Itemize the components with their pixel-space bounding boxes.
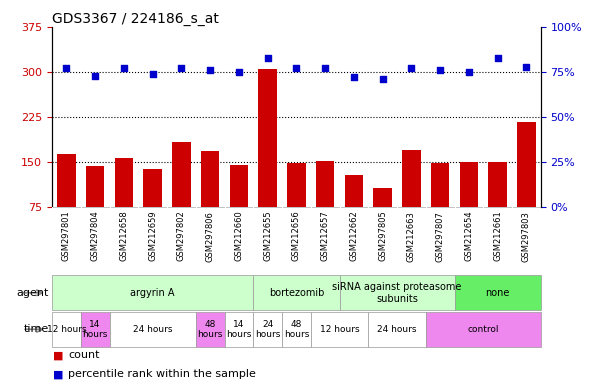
Bar <box>454 275 541 310</box>
Bar <box>258 69 277 207</box>
Bar <box>81 312 109 347</box>
Bar <box>374 187 392 207</box>
Text: 48
hours: 48 hours <box>284 319 309 339</box>
Bar <box>254 312 282 347</box>
Bar <box>225 312 254 347</box>
Bar <box>517 122 535 207</box>
Text: 24 hours: 24 hours <box>377 325 417 334</box>
Text: GSM297802: GSM297802 <box>177 211 186 262</box>
Text: none: none <box>485 288 510 298</box>
Text: GSM297805: GSM297805 <box>378 211 387 262</box>
Text: GSM297803: GSM297803 <box>522 211 531 262</box>
Point <box>407 65 416 71</box>
Point <box>522 63 531 70</box>
Text: GSM212654: GSM212654 <box>465 211 473 262</box>
Text: GSM212662: GSM212662 <box>349 211 358 262</box>
Text: agent: agent <box>17 288 49 298</box>
Text: GSM212661: GSM212661 <box>493 211 502 262</box>
Bar <box>311 312 368 347</box>
Text: 12 hours: 12 hours <box>320 325 359 334</box>
Text: GSM297804: GSM297804 <box>90 211 100 262</box>
Bar <box>57 154 76 207</box>
Bar <box>316 161 335 207</box>
Bar <box>201 151 219 207</box>
Point <box>177 65 186 71</box>
Bar <box>402 150 421 207</box>
Bar <box>282 312 311 347</box>
Bar <box>460 162 478 207</box>
Point <box>206 67 215 73</box>
Point <box>436 67 445 73</box>
Text: GSM212657: GSM212657 <box>321 211 330 262</box>
Text: 14
hours: 14 hours <box>226 319 252 339</box>
Point <box>378 76 387 82</box>
Point <box>90 73 100 79</box>
Bar <box>52 312 81 347</box>
Text: 48
hours: 48 hours <box>197 319 223 339</box>
Text: GSM212659: GSM212659 <box>148 211 157 262</box>
Point <box>234 69 243 75</box>
Point <box>61 65 71 71</box>
Bar <box>368 312 426 347</box>
Bar <box>345 175 363 207</box>
Text: percentile rank within the sample: percentile rank within the sample <box>68 369 256 379</box>
Bar <box>431 164 450 207</box>
Bar <box>115 158 133 207</box>
Point <box>263 55 272 61</box>
Text: GSM212658: GSM212658 <box>119 211 128 262</box>
Text: GSM297807: GSM297807 <box>436 211 444 262</box>
Bar <box>52 275 254 310</box>
Bar <box>287 164 306 207</box>
Text: 14
hours: 14 hours <box>83 319 108 339</box>
Text: 24 hours: 24 hours <box>133 325 173 334</box>
Point <box>119 65 129 71</box>
Text: siRNA against proteasome
subunits: siRNA against proteasome subunits <box>332 282 462 304</box>
Text: ■: ■ <box>53 350 64 360</box>
Point <box>464 69 473 75</box>
Bar <box>229 165 248 207</box>
Text: GSM212663: GSM212663 <box>407 211 416 262</box>
Text: 12 hours: 12 hours <box>47 325 86 334</box>
Bar <box>196 312 225 347</box>
Bar <box>143 169 162 207</box>
Text: GSM297806: GSM297806 <box>206 211 215 262</box>
Text: count: count <box>68 350 99 360</box>
Point <box>291 65 301 71</box>
Text: time: time <box>24 324 49 334</box>
Point <box>349 74 359 81</box>
Text: control: control <box>467 325 499 334</box>
Point <box>493 55 502 61</box>
Point <box>320 65 330 71</box>
Text: ■: ■ <box>53 369 64 379</box>
Text: 24
hours: 24 hours <box>255 319 280 339</box>
Text: argyrin A: argyrin A <box>131 288 175 298</box>
Bar <box>172 142 191 207</box>
Text: GSM212656: GSM212656 <box>292 211 301 262</box>
Text: GDS3367 / 224186_s_at: GDS3367 / 224186_s_at <box>52 12 219 26</box>
Bar <box>86 166 105 207</box>
Bar <box>488 162 507 207</box>
Bar <box>254 275 339 310</box>
Text: GSM212655: GSM212655 <box>263 211 272 262</box>
Bar <box>426 312 541 347</box>
Text: bortezomib: bortezomib <box>269 288 324 298</box>
Text: GSM212660: GSM212660 <box>235 211 243 262</box>
Point <box>148 71 157 77</box>
Text: GSM297801: GSM297801 <box>62 211 71 262</box>
Bar <box>339 275 454 310</box>
Bar <box>109 312 196 347</box>
